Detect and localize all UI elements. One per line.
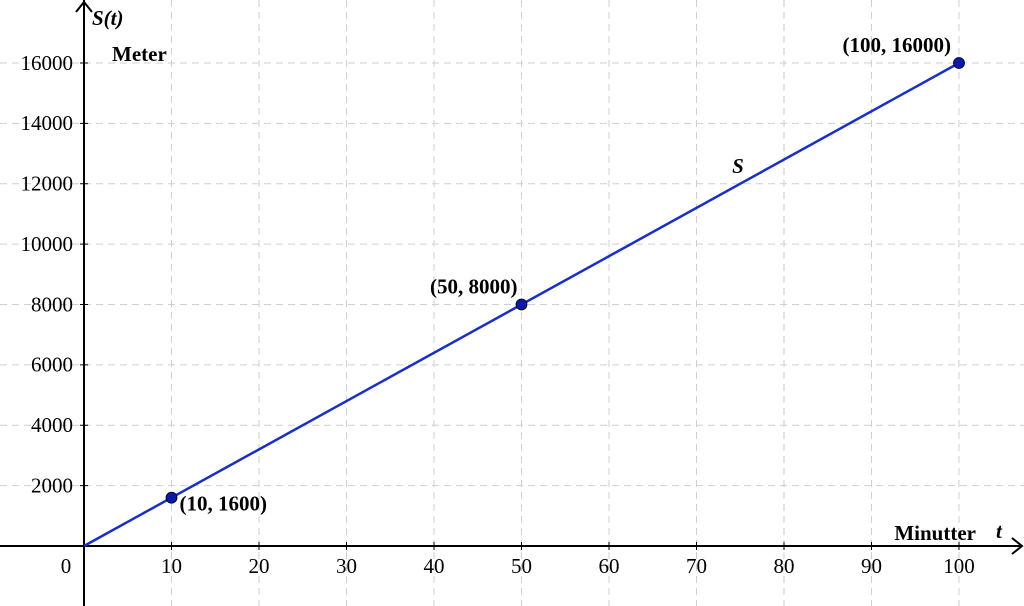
x-tick-label: 20: [248, 554, 269, 578]
x-tick-label: 60: [598, 554, 619, 578]
point: [165, 491, 178, 504]
point: [953, 57, 965, 69]
y-tick-label: 12000: [20, 172, 73, 196]
y-axis-label: S(t): [92, 6, 124, 30]
y-tick-label: 16000: [20, 51, 73, 75]
x-tick-label: 70: [686, 554, 707, 578]
y-unit-label: Meter: [112, 42, 167, 66]
x-axis-arrow: [1011, 537, 1024, 555]
x-tick-label: 50: [511, 554, 532, 578]
x-tick-label: 90: [861, 554, 882, 578]
x-tick-label: 40: [423, 554, 444, 578]
x-tick-label: 100: [943, 554, 975, 578]
point-label: (100, 16000): [842, 33, 951, 57]
x-tick-label: 80: [773, 554, 794, 578]
x-tick-label: 30: [336, 554, 357, 578]
series-label: S: [732, 154, 744, 178]
x-tick-label: 10: [161, 554, 182, 578]
point-label: (10, 1600): [179, 492, 267, 516]
y-tick-label: 4000: [31, 413, 73, 437]
y-tick-label: 10000: [20, 232, 73, 256]
x-unit-label: Minutter: [894, 521, 976, 545]
x-tick-label: 0: [61, 554, 72, 578]
y-tick-label: 6000: [31, 353, 73, 377]
y-tick-label: 14000: [20, 111, 73, 135]
y-tick-label: 8000: [31, 292, 73, 316]
x-axis-label: t: [996, 519, 1003, 543]
y-axis-arrow: [75, 0, 93, 13]
y-tick-label: 2000: [31, 473, 73, 497]
point-label: (50, 8000): [430, 274, 518, 298]
point: [515, 298, 528, 311]
